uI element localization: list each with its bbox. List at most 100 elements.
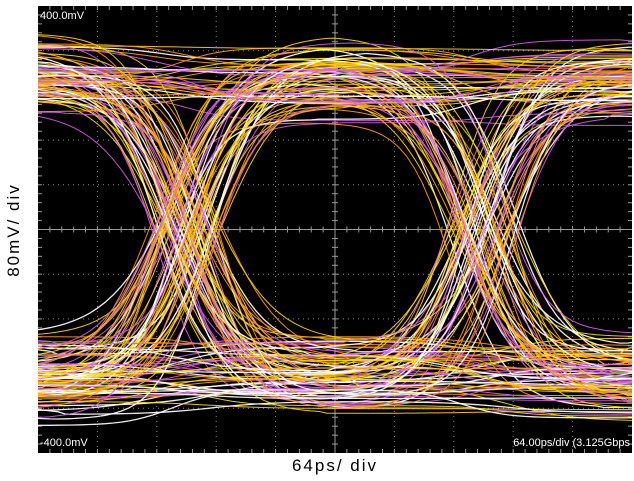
eye-trace: [38, 62, 632, 353]
eye-trace: [38, 73, 632, 385]
eye-trace: [38, 76, 632, 402]
timebase-label: 64.00ps/div (3.125Gbps: [513, 437, 630, 449]
eye-trace: [38, 92, 632, 399]
eye-trace: [38, 71, 632, 391]
eye-trace: [38, 35, 632, 361]
eye-trace: [38, 90, 632, 405]
eye-trace: [38, 93, 632, 393]
eye-trace: [38, 358, 632, 375]
eye-trace: [38, 79, 632, 379]
eye-trace: [38, 62, 632, 345]
eye-trace: [38, 74, 632, 102]
eye-trace: [38, 57, 632, 376]
eye-trace: [38, 62, 632, 383]
eye-trace: [38, 84, 632, 388]
eye-trace: [38, 58, 632, 381]
eye-trace: [38, 70, 632, 385]
eye-trace: [38, 71, 632, 379]
eye-trace: [38, 64, 632, 94]
eye-trace: [38, 100, 632, 378]
eye-trace: [38, 401, 632, 415]
eye-trace: [38, 47, 632, 78]
eye-trace: [38, 93, 632, 399]
eye-trace: [38, 95, 632, 102]
eye-trace: [38, 401, 632, 410]
eye-trace: [38, 70, 632, 373]
eye-trace: [38, 78, 632, 362]
eye-trace: [38, 52, 632, 376]
eye-trace: [38, 86, 632, 385]
eye-trace: [38, 95, 632, 126]
eye-trace: [38, 54, 632, 349]
eye-trace: [38, 57, 632, 355]
x-axis-label: 64ps/ div: [291, 456, 379, 475]
eye-diagram-plot: [38, 6, 632, 453]
eye-trace: [38, 341, 632, 371]
eye-trace: [38, 84, 632, 394]
eye-trace: [38, 34, 632, 356]
eye-trace: [38, 76, 632, 380]
eye-trace: [38, 88, 632, 392]
eye-trace: [38, 104, 632, 399]
eye-trace: [38, 86, 632, 418]
eye-trace: [38, 79, 632, 392]
eye-trace: [38, 111, 632, 415]
eye-trace: [38, 122, 632, 404]
eye-trace: [38, 112, 632, 406]
eye-trace: [38, 380, 632, 407]
eye-trace: [38, 93, 632, 366]
eye-trace: [38, 90, 632, 397]
eye-trace: [38, 91, 632, 390]
eye-trace: [38, 389, 632, 419]
eye-trace: [38, 62, 632, 378]
eye-trace: [38, 108, 632, 408]
eye-trace: [38, 81, 632, 405]
eye-trace: [38, 63, 632, 378]
y-axis-label: 80mV/ div: [1, 130, 27, 330]
eye-trace: [38, 87, 632, 409]
eye-diagram-display: 400.0mV -400.0mV 64.00ps/div (3.125Gbps: [38, 6, 632, 453]
eye-trace: [38, 56, 632, 381]
y-top-label: 400.0mV: [40, 10, 85, 22]
eye-trace: [38, 344, 632, 362]
waveform-traces: [38, 34, 632, 427]
eye-trace: [38, 42, 632, 345]
eye-trace: [38, 72, 632, 384]
eye-trace: [38, 66, 632, 383]
eye-trace: [38, 43, 632, 72]
eye-trace: [38, 61, 632, 395]
eye-trace: [38, 37, 632, 364]
eye-trace: [38, 74, 632, 396]
eye-trace: [38, 46, 632, 375]
eye-trace: [38, 74, 632, 85]
eye-trace: [38, 98, 632, 380]
eye-trace: [38, 340, 632, 370]
eye-trace: [38, 67, 632, 103]
eye-trace: [38, 84, 632, 369]
eye-trace: [38, 76, 632, 408]
eye-trace: [38, 80, 632, 366]
eye-trace: [38, 94, 632, 403]
eye-trace: [38, 48, 632, 344]
eye-trace: [38, 80, 632, 397]
eye-trace: [38, 101, 632, 414]
eye-trace: [38, 63, 632, 372]
eye-trace: [38, 91, 632, 409]
eye-trace: [38, 66, 632, 364]
eye-trace: [38, 80, 632, 86]
eye-trace: [38, 76, 632, 350]
eye-trace: [38, 58, 632, 381]
eye-trace: [38, 78, 632, 389]
eye-trace: [38, 87, 632, 398]
eye-trace: [38, 80, 632, 402]
eye-trace: [38, 94, 632, 398]
eye-trace: [38, 66, 632, 369]
eye-trace: [38, 43, 632, 364]
eye-trace: [38, 62, 632, 397]
eye-trace: [38, 84, 632, 370]
eye-trace: [38, 45, 632, 51]
eye-trace: [38, 61, 632, 395]
y-axis-label-text: 80mV/ div: [4, 183, 23, 277]
eye-trace: [38, 51, 632, 380]
eye-trace: [38, 48, 632, 366]
